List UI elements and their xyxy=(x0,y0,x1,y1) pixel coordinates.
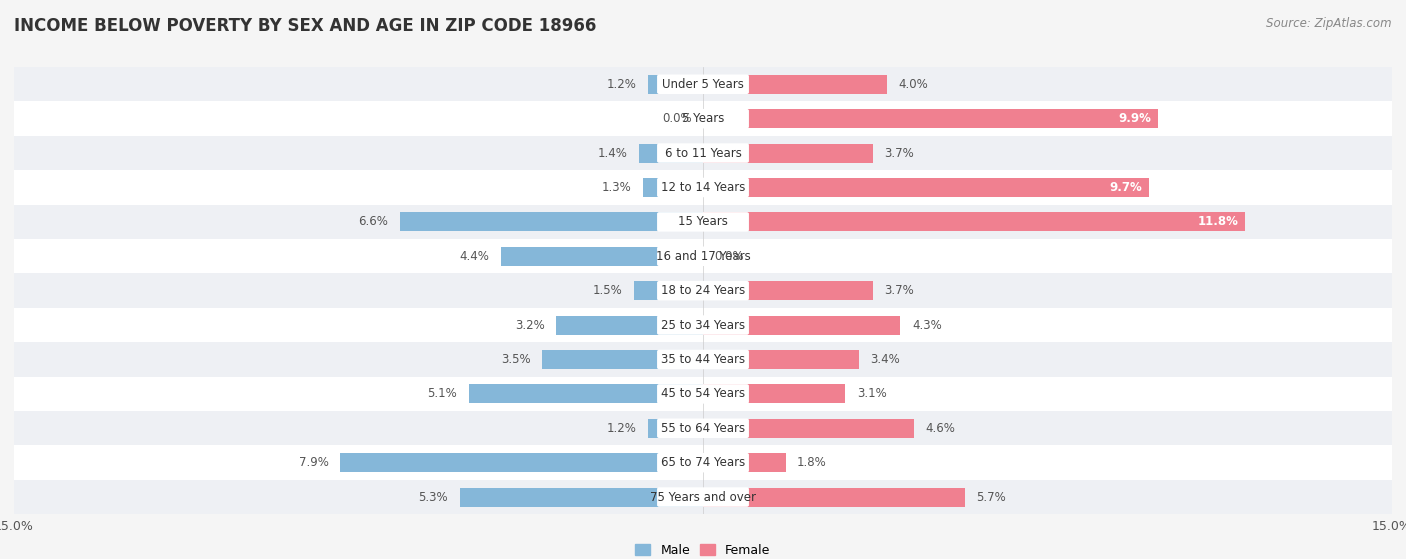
Bar xyxy=(703,487,965,506)
Text: 18 to 24 Years: 18 to 24 Years xyxy=(661,284,745,297)
Bar xyxy=(14,136,1392,170)
Bar xyxy=(703,350,859,369)
Bar xyxy=(460,487,703,506)
FancyBboxPatch shape xyxy=(657,143,749,163)
Text: 12 to 14 Years: 12 to 14 Years xyxy=(661,181,745,194)
Text: 11.8%: 11.8% xyxy=(1197,215,1239,229)
Text: 9.9%: 9.9% xyxy=(1118,112,1152,125)
Bar xyxy=(468,385,703,404)
Bar xyxy=(14,377,1392,411)
Text: 1.2%: 1.2% xyxy=(606,78,637,91)
FancyBboxPatch shape xyxy=(657,419,749,438)
Bar xyxy=(14,239,1392,273)
Bar xyxy=(703,453,786,472)
FancyBboxPatch shape xyxy=(657,109,749,129)
FancyBboxPatch shape xyxy=(657,384,749,404)
Bar xyxy=(638,144,703,163)
Text: INCOME BELOW POVERTY BY SEX AND AGE IN ZIP CODE 18966: INCOME BELOW POVERTY BY SEX AND AGE IN Z… xyxy=(14,17,596,35)
Bar xyxy=(14,67,1392,102)
FancyBboxPatch shape xyxy=(657,212,749,231)
Text: 3.4%: 3.4% xyxy=(870,353,900,366)
Text: 15 Years: 15 Years xyxy=(678,215,728,229)
Text: 5 Years: 5 Years xyxy=(682,112,724,125)
Text: 4.0%: 4.0% xyxy=(898,78,928,91)
FancyBboxPatch shape xyxy=(657,487,749,507)
Bar xyxy=(543,350,703,369)
Bar xyxy=(14,170,1392,205)
Bar xyxy=(340,453,703,472)
Bar xyxy=(644,178,703,197)
FancyBboxPatch shape xyxy=(657,350,749,369)
Bar xyxy=(14,102,1392,136)
Text: 3.2%: 3.2% xyxy=(515,319,544,331)
FancyBboxPatch shape xyxy=(657,247,749,266)
Bar xyxy=(14,273,1392,308)
FancyBboxPatch shape xyxy=(657,74,749,94)
Text: 0.0%: 0.0% xyxy=(662,112,692,125)
Bar xyxy=(14,205,1392,239)
Text: 0.0%: 0.0% xyxy=(714,250,744,263)
Text: 3.7%: 3.7% xyxy=(884,146,914,159)
Bar xyxy=(703,385,845,404)
Text: 45 to 54 Years: 45 to 54 Years xyxy=(661,387,745,400)
FancyBboxPatch shape xyxy=(657,178,749,197)
Text: 3.1%: 3.1% xyxy=(856,387,887,400)
Bar xyxy=(14,342,1392,377)
Text: 16 and 17 Years: 16 and 17 Years xyxy=(655,250,751,263)
Text: 4.6%: 4.6% xyxy=(925,422,956,435)
Bar xyxy=(399,212,703,231)
Bar xyxy=(14,308,1392,342)
Text: 35 to 44 Years: 35 to 44 Years xyxy=(661,353,745,366)
Text: 7.9%: 7.9% xyxy=(299,456,329,469)
Bar xyxy=(703,419,914,438)
Text: 1.8%: 1.8% xyxy=(797,456,827,469)
Bar xyxy=(703,281,873,300)
Bar xyxy=(703,212,1244,231)
Text: 5.3%: 5.3% xyxy=(419,491,449,504)
Text: 3.5%: 3.5% xyxy=(501,353,531,366)
Bar xyxy=(648,419,703,438)
Bar xyxy=(703,75,887,94)
Bar xyxy=(703,316,900,334)
Text: 3.7%: 3.7% xyxy=(884,284,914,297)
Text: 4.3%: 4.3% xyxy=(912,319,942,331)
Bar xyxy=(14,446,1392,480)
Bar xyxy=(14,411,1392,446)
FancyBboxPatch shape xyxy=(657,453,749,472)
Bar xyxy=(703,178,1149,197)
Text: 75 Years and over: 75 Years and over xyxy=(650,491,756,504)
Text: 4.4%: 4.4% xyxy=(460,250,489,263)
Text: 1.5%: 1.5% xyxy=(593,284,623,297)
Text: 55 to 64 Years: 55 to 64 Years xyxy=(661,422,745,435)
Text: 25 to 34 Years: 25 to 34 Years xyxy=(661,319,745,331)
Bar xyxy=(555,316,703,334)
Text: 6.6%: 6.6% xyxy=(359,215,388,229)
Bar xyxy=(501,247,703,266)
Text: Under 5 Years: Under 5 Years xyxy=(662,78,744,91)
Text: 9.7%: 9.7% xyxy=(1109,181,1142,194)
Text: 1.3%: 1.3% xyxy=(602,181,631,194)
Text: Source: ZipAtlas.com: Source: ZipAtlas.com xyxy=(1267,17,1392,30)
Text: 1.2%: 1.2% xyxy=(606,422,637,435)
Bar xyxy=(648,75,703,94)
FancyBboxPatch shape xyxy=(657,281,749,300)
Text: 5.7%: 5.7% xyxy=(976,491,1007,504)
Bar xyxy=(14,480,1392,514)
Text: 6 to 11 Years: 6 to 11 Years xyxy=(665,146,741,159)
Bar xyxy=(703,144,873,163)
Text: 5.1%: 5.1% xyxy=(427,387,457,400)
Legend: Male, Female: Male, Female xyxy=(630,539,776,559)
Bar xyxy=(703,109,1157,128)
Bar xyxy=(634,281,703,300)
FancyBboxPatch shape xyxy=(657,315,749,335)
Text: 65 to 74 Years: 65 to 74 Years xyxy=(661,456,745,469)
Text: 1.4%: 1.4% xyxy=(598,146,627,159)
